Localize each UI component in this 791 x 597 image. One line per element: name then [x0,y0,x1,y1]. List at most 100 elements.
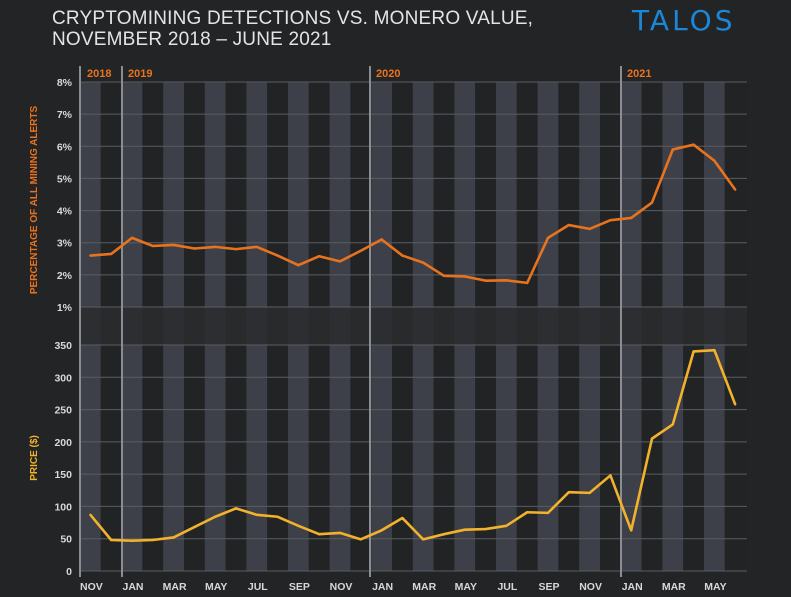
price-point [276,515,279,518]
detections-point [567,223,570,227]
detections-point [255,245,258,249]
price-point [110,538,113,542]
year-label: 2021 [627,68,651,80]
detections-point [526,281,529,285]
detections-point [442,274,446,278]
price-point [401,516,404,520]
x-tick-label: JAN [372,581,393,593]
y-axis-label-price: PRICE ($) [29,435,40,481]
y-tick-label: 100 [54,501,72,513]
detections-point [276,254,279,257]
detections-point [692,143,695,146]
talos-logo: TALOS [632,4,736,37]
price-point [130,539,134,542]
y-tick-label: 0 [66,566,72,578]
detections-point [588,227,591,231]
y-tick-label: 4% [57,206,73,218]
x-tick-label: MAR [662,581,686,593]
y-tick-label: 150 [54,469,72,481]
price-point [463,528,466,531]
price-point [380,529,383,532]
detections-point [193,247,196,250]
detections-point [380,238,383,241]
x-tick-label: MAR [412,581,436,593]
detections-point [214,245,217,249]
detections-line [90,143,737,285]
price-point [338,531,342,535]
x-tick-label: MAY [455,581,477,593]
detections-point [734,188,737,191]
year-label: 2020 [376,68,400,80]
price-point [609,474,612,477]
x-tick-label: JUL [248,581,268,593]
detections-point [422,261,425,264]
price-point [630,529,633,532]
y-tick-label: 250 [54,405,72,417]
y-tick-label: 1% [57,302,73,314]
y-tick-label: 5% [57,173,73,185]
x-tick-label: JAN [622,581,643,593]
price-point [713,348,716,352]
detections-point [671,148,674,151]
y-tick-label: 2% [57,270,73,282]
price-point [567,491,570,494]
x-tick-label: JAN [122,581,143,593]
x-tick-label: SEP [289,581,310,593]
chart-title-line1: CRYPTOMINING DETECTIONS VS. MONERO VALUE… [52,8,534,29]
y-tick-label: 3% [57,238,73,250]
year-label: 2019 [128,68,152,80]
price-point [318,532,321,536]
price-point [526,511,529,514]
detections-point [151,244,154,248]
price-point [214,515,217,518]
price-point [588,491,591,495]
price-point [650,437,654,440]
price-point [255,513,258,517]
price-point [671,423,674,426]
x-tick-label: MAY [205,581,227,593]
y-tick-label: 6% [57,141,73,153]
x-tick-label: JUL [497,581,517,593]
price-point [692,350,695,353]
detections-point [110,252,113,256]
detections-point [234,247,238,251]
year-label: 2018 [87,68,111,80]
detections-point [505,279,508,282]
price-point [442,532,446,536]
x-tick-label: SEP [538,581,559,593]
y-tick-label: 8% [57,77,73,89]
price-point [297,524,300,527]
x-tick-label: MAY [704,581,726,593]
panel-gap [80,307,747,345]
x-tick-label: NOV [330,581,353,593]
chart-title-line2: NOVEMBER 2018 – JUNE 2021 [52,29,332,50]
detections-point [338,260,342,263]
detections-point [546,236,550,240]
price-point [151,538,154,542]
price-point [172,536,175,539]
price-point [546,511,550,515]
detections-point [297,264,300,267]
price-point [89,513,92,517]
y-tick-label: 300 [54,372,72,384]
detections-point [609,219,612,222]
y-tick-label: 200 [54,437,72,449]
price-point [234,507,238,510]
detections-point [130,236,134,240]
price-point [193,525,196,529]
detections-point [318,255,321,258]
x-tick-label: MAR [163,581,187,593]
y-tick-label: 50 [60,534,72,546]
y-tick-label: 7% [57,109,73,121]
detections-point [172,243,175,247]
detections-point [713,159,716,162]
detections-point [463,275,466,278]
price-point [359,538,362,541]
price-point [505,524,508,527]
detections-point [484,279,487,282]
x-tick-label: NOV [80,581,103,593]
price-line [89,348,737,542]
chart-title: CRYPTOMINING DETECTIONS VS. MONERO VALUE… [52,8,533,50]
detections-point [650,201,654,204]
